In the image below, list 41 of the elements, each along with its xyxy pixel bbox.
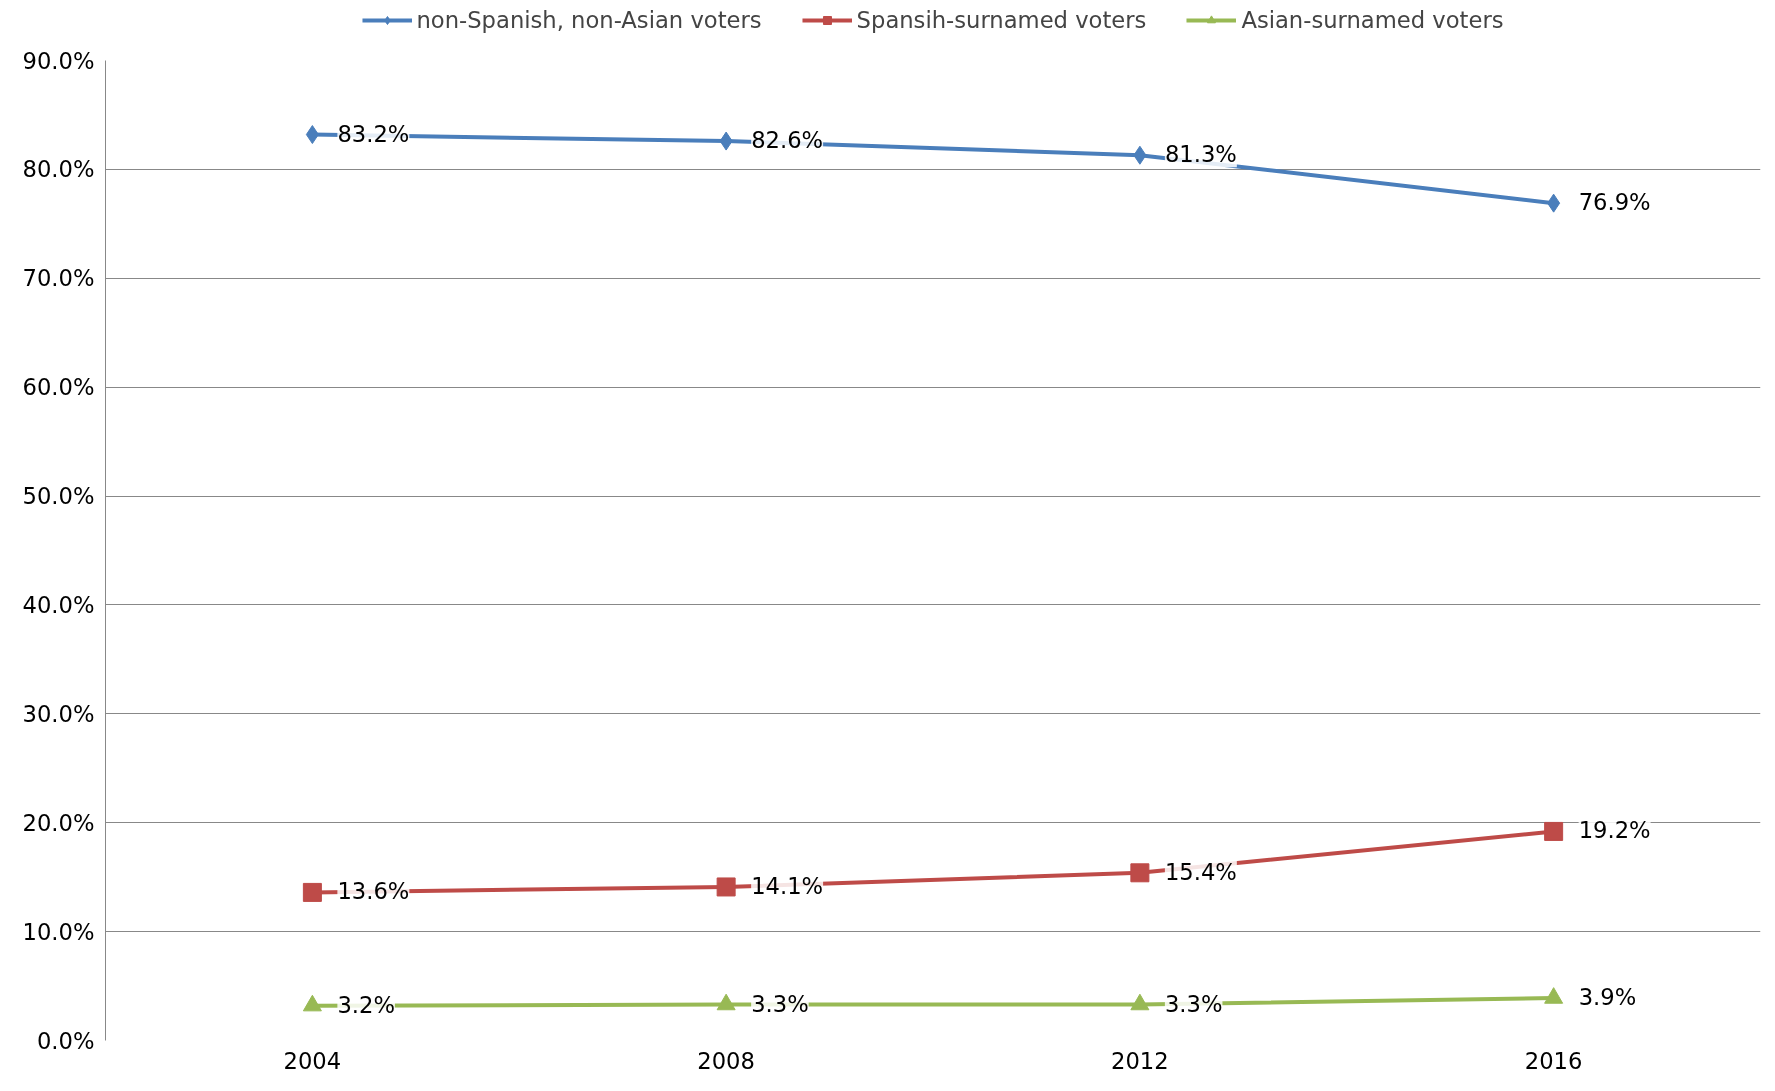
- point: [719, 131, 733, 151]
- point: [716, 993, 736, 1011]
- point: [1130, 993, 1150, 1011]
- y-tick-label: 20.0%: [22, 809, 95, 836]
- point: [1130, 863, 1150, 883]
- data-label: 15.4%: [1164, 858, 1237, 885]
- data-label: 19.2%: [1578, 817, 1651, 844]
- y-tick-label: 80.0%: [22, 156, 95, 183]
- point: [1544, 821, 1564, 841]
- data-label: 76.9%: [1578, 189, 1651, 216]
- x-tick-label: 2016: [1524, 1047, 1583, 1074]
- point: [1547, 193, 1561, 213]
- data-label: 14.1%: [751, 872, 824, 899]
- y-tick-label: 50.0%: [22, 483, 95, 510]
- y-tick-label: 60.0%: [22, 374, 95, 401]
- point: [716, 877, 736, 897]
- data-label: 3.3%: [1164, 990, 1223, 1017]
- point: [305, 125, 319, 145]
- point: [302, 994, 322, 1012]
- y-tick-label: 0.0%: [36, 1027, 95, 1054]
- y-tick-label: 30.0%: [22, 700, 95, 727]
- x-tick-label: 2004: [283, 1047, 342, 1074]
- point: [1133, 145, 1147, 165]
- y-tick-label: 40.0%: [22, 591, 95, 618]
- data-label: 3.3%: [751, 990, 809, 1017]
- point: [1544, 987, 1564, 1004]
- data-label: 3.2%: [337, 991, 395, 1018]
- x-tick-label: 2012: [1111, 1047, 1169, 1074]
- data-label: 81.3%: [1164, 141, 1237, 168]
- legend-label: Asian-surnamed voters: [1241, 7, 1504, 33]
- y-tick-label: 10.0%: [22, 918, 95, 945]
- point: [302, 882, 322, 902]
- y-tick-label: 90.0%: [22, 47, 95, 74]
- data-label: 82.6%: [751, 127, 824, 154]
- data-label: 83.2%: [337, 120, 410, 147]
- data-label: 3.9%: [1578, 984, 1637, 1011]
- legend-label: Spansih-surnamed voters: [856, 7, 1147, 33]
- data-label: 13.6%: [337, 878, 410, 905]
- legend-label: non-Spanish, non-Asian voters: [416, 7, 762, 33]
- y-tick-label: 70.0%: [22, 265, 95, 292]
- x-tick-label: 2008: [697, 1047, 755, 1074]
